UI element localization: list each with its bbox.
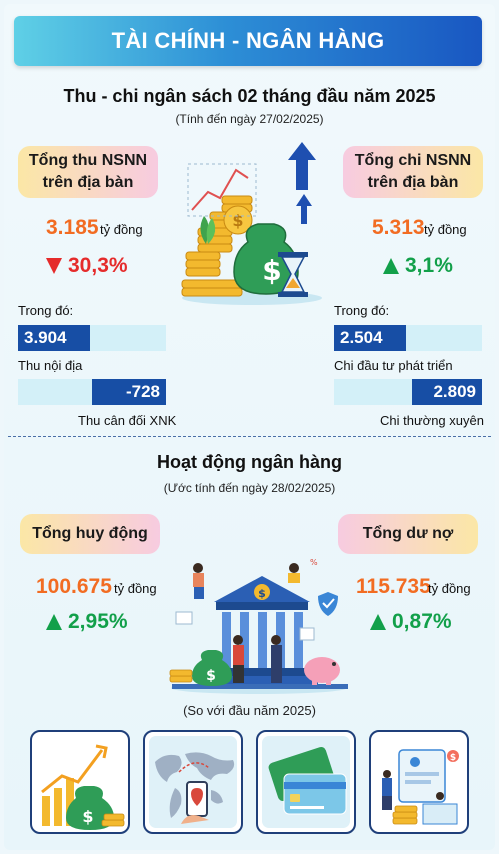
revenue-breakdown-label: Trong đó:	[18, 303, 74, 318]
revenue-label-line1: Tổng thu NSNN	[28, 152, 148, 169]
banking-subtitle: (Ước tính đến ngày 28/02/2025)	[163, 481, 336, 495]
up-arrow-icon	[383, 258, 399, 274]
section-divider	[8, 436, 491, 437]
expenditure-change: 3,1%	[383, 254, 453, 278]
svg-text:$: $	[232, 211, 243, 230]
revenue-value: 3.185	[46, 216, 99, 239]
tile-dashboard: $	[369, 730, 469, 834]
money-growth-icon: $ $	[181, 142, 322, 305]
tile-card	[256, 730, 356, 834]
expenditure-item2-label: Chi thường xuyên	[380, 413, 484, 428]
deposits-change: 2,95%	[46, 610, 128, 634]
up-arrow-icon	[370, 614, 386, 630]
expenditure-label-pill: Tổng chi NSNN trên địa bàn	[343, 146, 483, 198]
revenue-unit: tỷ đồng	[100, 222, 143, 237]
svg-text:$: $	[82, 807, 93, 826]
deposits-label-pill: Tổng huy động	[20, 514, 160, 554]
bank-building-icon: $ $ %	[169, 558, 348, 694]
loans-change-value: 0,87%	[392, 610, 452, 633]
deposits-change-value: 2,95%	[68, 610, 128, 633]
revenue-change-value: 30,3%	[68, 254, 128, 277]
expenditure-label-line2: trên địa bàn	[367, 174, 459, 191]
deposits-unit: tỷ đồng	[114, 581, 157, 596]
revenue-label-line2: trên địa bàn	[42, 174, 134, 191]
growth-chart-icon: $	[41, 744, 125, 830]
tile-growth: $	[30, 730, 130, 834]
revenue-item2-value: -728	[125, 382, 160, 401]
credit-card-icon	[268, 747, 347, 815]
page-frame	[4, 4, 495, 850]
revenue-item1-value: 3.904	[24, 328, 67, 347]
expenditure-item2-value: 2.809	[433, 382, 476, 401]
header-title: TÀI CHÍNH - NGÂN HÀNG	[111, 28, 385, 53]
expenditure-value: 5.313	[372, 216, 425, 239]
loans-label: Tổng dư nợ	[362, 525, 454, 542]
revenue-item2-label: Thu cân đối XNK	[78, 413, 177, 428]
deposits-label: Tổng huy động	[32, 525, 148, 542]
financial-dashboard-icon: $	[382, 749, 459, 825]
expenditure-item1-value: 2.504	[340, 328, 383, 347]
banking-title: Hoạt động ngân hàng	[157, 452, 342, 472]
revenue-item1-bar: 3.904	[18, 325, 90, 351]
world-map-icon	[155, 752, 235, 824]
down-arrow-icon	[46, 258, 62, 274]
header-banner: TÀI CHÍNH - NGÂN HÀNG	[14, 16, 482, 66]
expenditure-item1-label: Chi đầu tư phát triển	[334, 358, 453, 373]
svg-text:%: %	[310, 558, 318, 567]
svg-text:$: $	[262, 254, 281, 287]
revenue-item1-label: Thu nội địa	[18, 358, 83, 373]
expenditure-breakdown-label: Trong đó:	[334, 303, 390, 318]
up-arrow-icon	[46, 614, 62, 630]
loans-unit: tỷ đồng	[428, 581, 471, 596]
revenue-change: 30,3%	[46, 254, 128, 278]
expenditure-unit: tỷ đồng	[424, 222, 467, 237]
expenditure-change-value: 3,1%	[405, 254, 453, 277]
expenditure-label-line1: Tổng chi NSNN	[354, 152, 472, 169]
tile-world	[143, 730, 243, 834]
loans-label-pill: Tổng dư nợ	[338, 514, 478, 554]
budget-subtitle: (Tính đến ngày 27/02/2025)	[175, 112, 324, 126]
revenue-label-pill: Tổng thu NSNN trên địa bàn	[18, 146, 158, 198]
deposits-value: 100.675	[36, 575, 112, 598]
comparison-note: (So với đầu năm 2025)	[183, 703, 316, 718]
svg-text:$: $	[206, 668, 216, 684]
revenue-item2-bar: -728	[92, 379, 166, 405]
expenditure-item1-bar: 2.504	[334, 325, 406, 351]
svg-text:$: $	[450, 753, 456, 763]
budget-title: Thu - chi ngân sách 02 tháng đầu năm 202…	[63, 86, 436, 106]
expenditure-item2-bar: 2.809	[412, 379, 482, 405]
loans-value: 115.735	[356, 575, 431, 598]
svg-text:$: $	[258, 587, 266, 600]
loans-change: 0,87%	[370, 610, 452, 634]
